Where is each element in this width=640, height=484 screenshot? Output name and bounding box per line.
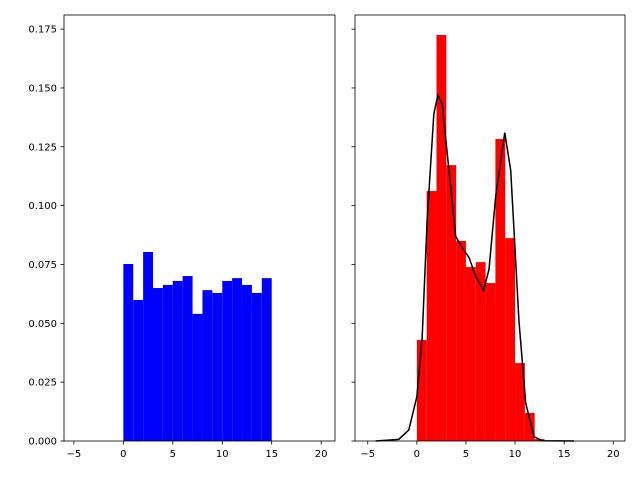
x-tick-label: 5 <box>463 449 469 460</box>
histogram-bar <box>172 280 183 441</box>
histogram-bar <box>123 264 134 441</box>
histogram-bar <box>212 292 223 441</box>
histogram-bar <box>261 278 272 441</box>
histogram-bar <box>162 284 173 441</box>
histogram-bar <box>222 280 233 441</box>
x-tick-label: −5 <box>360 449 375 460</box>
histogram-bar <box>505 238 516 441</box>
y-tick-label: 0.025 <box>28 378 57 389</box>
histogram-bar <box>426 191 437 441</box>
histogram-bar <box>515 363 525 441</box>
histogram-bar <box>475 262 486 441</box>
axes-frame <box>354 14 626 442</box>
y-tick-label: 0.000 <box>28 437 57 448</box>
y-tick-label: 0.050 <box>28 319 57 330</box>
kde-line <box>375 92 574 442</box>
histogram-bar <box>251 292 262 441</box>
y-tick-label: 0.150 <box>28 83 57 94</box>
histogram-bar <box>202 290 213 441</box>
histogram-bar <box>524 412 535 441</box>
histogram-bar <box>485 283 496 441</box>
histogram-bar <box>436 35 447 441</box>
left-histogram-axes: −5 0 5 10 15 20 0.000 0.025 0.050 0.075 0.100 0.125… <box>28 14 336 460</box>
y-tick-label: 0.075 <box>28 260 57 271</box>
histogram-bar <box>495 139 506 442</box>
histogram-bar <box>416 340 427 441</box>
y-tick-label: 0.100 <box>28 201 57 212</box>
x-tick-label: 0 <box>120 449 126 460</box>
right-histogram-kde-axes: −5 0 5 10 15 20 <box>351 14 626 460</box>
x-tick-label: 20 <box>607 449 620 460</box>
axes-frame <box>63 14 336 442</box>
histogram-bar <box>153 288 163 441</box>
x-tick-label: 15 <box>558 449 571 460</box>
x-tick-label: 15 <box>265 449 278 460</box>
x-tick-label: 5 <box>170 449 176 460</box>
x-tick-label: 10 <box>216 449 229 460</box>
histogram-bar <box>133 300 144 441</box>
histogram-bar <box>192 313 203 441</box>
x-tick-label: 10 <box>509 449 522 460</box>
histogram-bar <box>456 240 466 441</box>
histogram-bar <box>446 165 457 441</box>
histogram-bar <box>465 267 476 441</box>
y-tick-label: 0.125 <box>28 142 57 153</box>
histogram-bar <box>143 252 154 441</box>
histogram-bar <box>242 284 252 441</box>
histogram-bar <box>232 278 243 441</box>
x-tick-label: −5 <box>67 449 82 460</box>
histogram-bar <box>182 276 193 441</box>
y-tick-label: 0.175 <box>28 25 57 36</box>
x-tick-label: 0 <box>414 449 420 460</box>
x-tick-label: 20 <box>315 449 328 460</box>
